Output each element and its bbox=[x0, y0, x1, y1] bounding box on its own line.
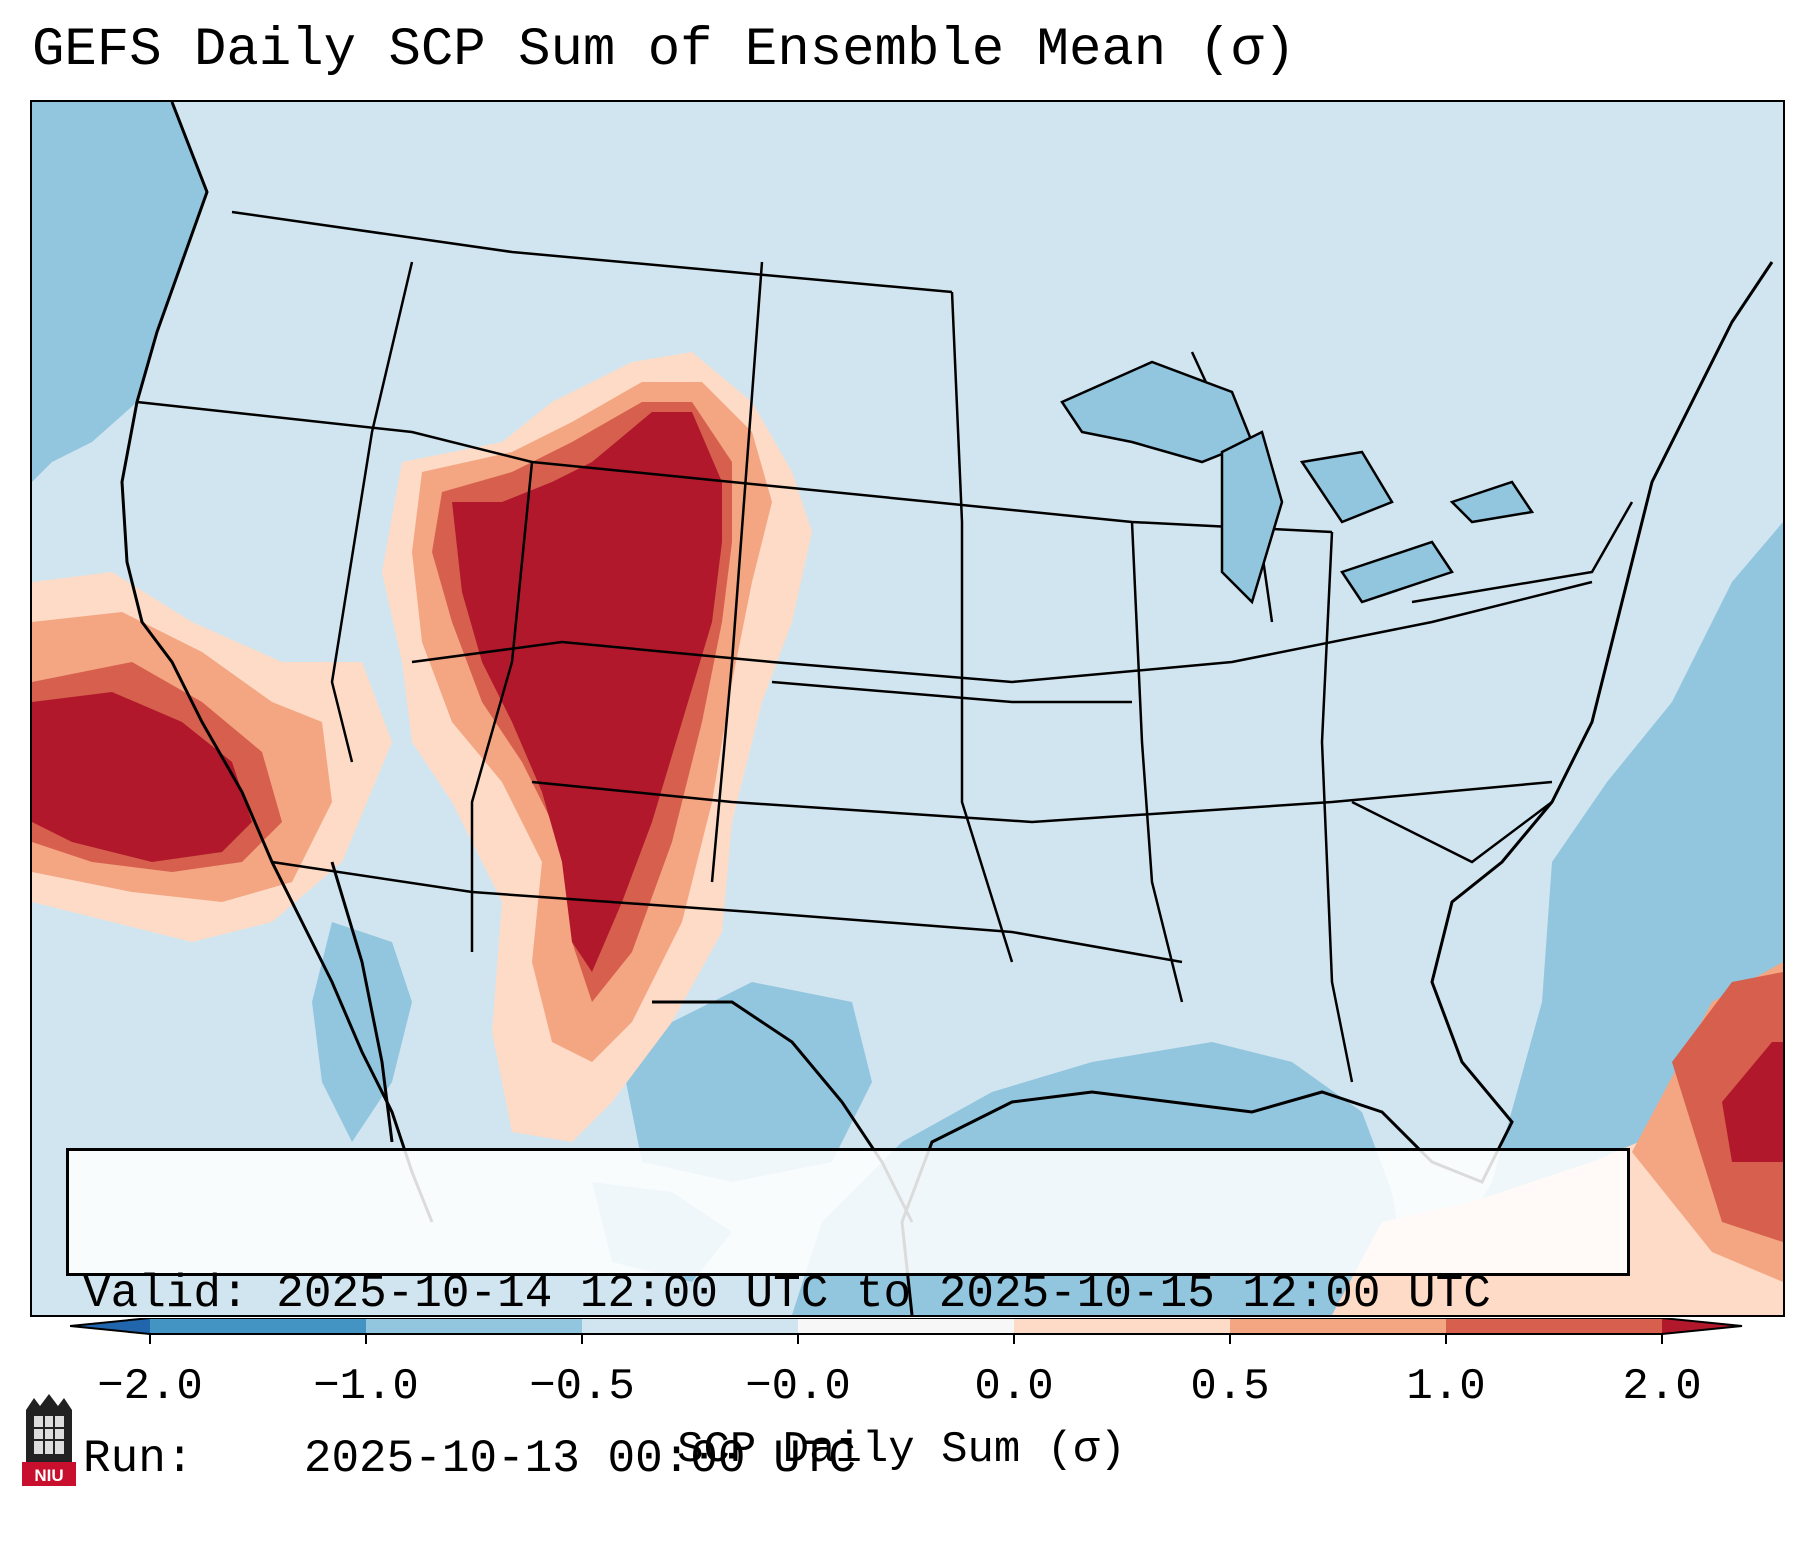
tick-label-p0: 0.0 bbox=[974, 1362, 1054, 1412]
map-title: GEFS Daily SCP Sum of Ensemble Mean (σ) bbox=[32, 20, 1296, 81]
colorbar bbox=[70, 1318, 1743, 1344]
colorbar-bin-m05-0 bbox=[582, 1318, 798, 1334]
colorbar-extend-low bbox=[70, 1318, 150, 1334]
run-row: Run: 2025-10-13 00:00 UTC bbox=[83, 1432, 1613, 1487]
tick-label-m0: −0.0 bbox=[745, 1362, 851, 1412]
logo-text: NIU bbox=[34, 1466, 63, 1485]
map-canvas bbox=[32, 102, 1783, 1315]
coastlines bbox=[120, 102, 1774, 1315]
valid-label: Valid: bbox=[83, 1268, 249, 1320]
valid-value: 2025-10-14 12:00 UTC to 2025-10-15 12:00… bbox=[276, 1268, 1491, 1320]
colorbar-bin-0-05 bbox=[1014, 1318, 1230, 1334]
valid-row: Valid: 2025-10-14 12:00 UTC to 2025-10-1… bbox=[83, 1267, 1613, 1322]
colorbar-ticks bbox=[149, 1334, 1663, 1344]
tick-label-m05: −0.5 bbox=[529, 1362, 635, 1412]
colorbar-bin-0-0 bbox=[798, 1318, 1014, 1334]
colorbar-bin-1-2 bbox=[1446, 1318, 1662, 1334]
tick-label-p05: 0.5 bbox=[1190, 1362, 1270, 1412]
valid-time-box: Valid: 2025-10-14 12:00 UTC to 2025-10-1… bbox=[66, 1148, 1630, 1485]
colorbar-bin-05-1 bbox=[1230, 1318, 1446, 1334]
tick-label-m1: −1.0 bbox=[313, 1362, 419, 1412]
colorbar-label: SCP Daily Sum (σ) bbox=[677, 1425, 1126, 1475]
map-panel bbox=[30, 100, 1785, 1317]
great-lakes bbox=[1060, 360, 1535, 605]
tick-label-p2: 2.0 bbox=[1622, 1362, 1702, 1412]
tick-label-m2: −2.0 bbox=[97, 1362, 203, 1412]
scp-extreme-anomaly bbox=[32, 412, 1783, 1162]
colorbar-extend-high bbox=[1662, 1318, 1742, 1334]
tick-label-p1: 1.0 bbox=[1406, 1362, 1486, 1412]
state-borders bbox=[136, 210, 1634, 1083]
run-value: 2025-10-13 00:00 UTC bbox=[303, 1433, 856, 1485]
niu-logo: NIU bbox=[22, 1394, 76, 1486]
colorbar-bin-m2-m1 bbox=[150, 1318, 366, 1334]
run-label: Run: bbox=[83, 1433, 194, 1485]
colorbar-bin-m1-m05 bbox=[366, 1318, 582, 1334]
